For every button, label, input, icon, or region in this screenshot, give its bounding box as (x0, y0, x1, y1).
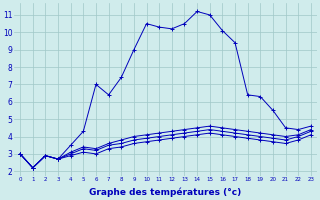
X-axis label: Graphe des températures (°c): Graphe des températures (°c) (89, 188, 242, 197)
